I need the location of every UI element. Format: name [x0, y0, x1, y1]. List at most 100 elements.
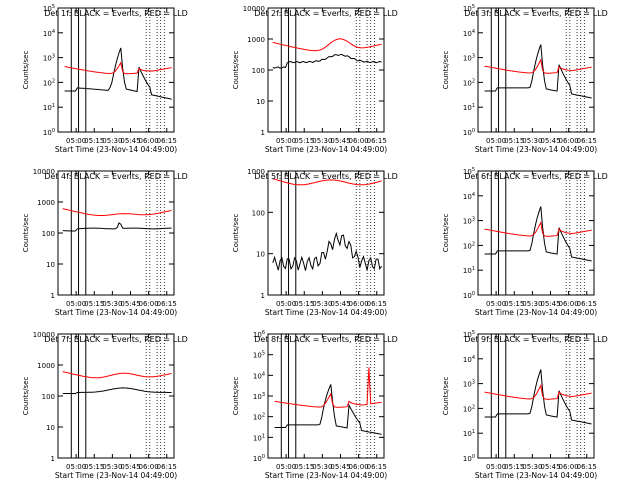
y-tick-label: 103: [253, 392, 265, 401]
x-tick-label: 05:15: [294, 137, 314, 145]
x-tick-label: 06:15: [367, 137, 387, 145]
y-tick-label: 101: [253, 433, 265, 442]
x-tick-label: 06:15: [157, 300, 177, 308]
y-tick-label: 104: [463, 355, 475, 364]
series-events-line: [272, 231, 383, 271]
x-tick-label: 05:45: [330, 300, 350, 308]
series-events-line: [272, 53, 382, 69]
x-axis-label: Start Time (23-Nov-14 04:49:00): [55, 471, 177, 480]
plot-frame: [57, 170, 175, 296]
x-tick-label: 05:45: [120, 137, 140, 145]
x-tick-label: 05:00: [276, 137, 296, 145]
x-tick-label: 05:30: [522, 137, 542, 145]
y-tick-label: 1000: [37, 362, 55, 370]
x-tick-label: 06:15: [367, 300, 387, 308]
x-tick-label: 06:15: [577, 137, 597, 145]
plot-frame: [57, 333, 175, 459]
x-tick-label: 05:00: [66, 300, 86, 308]
y-tick-label: 100: [252, 209, 265, 217]
x-tick-label: 05:45: [330, 137, 350, 145]
x-tick-label: 05:30: [312, 137, 332, 145]
plot-frame: [267, 7, 385, 133]
x-tick-label: 05:00: [276, 300, 296, 308]
x-tick-label: 05:15: [84, 137, 104, 145]
x-tick-label: 05:15: [294, 463, 314, 471]
y-tick-label: 101: [463, 103, 475, 112]
y-tick-label: 101: [463, 429, 475, 438]
y-tick-label: 1: [51, 292, 55, 300]
y-axis-label: Counts/sec: [22, 214, 30, 253]
series-events-line: [484, 206, 592, 262]
x-axis-label: Start Time (23-Nov-14 04:49:00): [475, 471, 597, 480]
x-tick-label: 05:30: [102, 137, 122, 145]
series-events-line: [62, 387, 172, 394]
x-tick-label: 05:15: [504, 300, 524, 308]
y-tick-label: 105: [463, 330, 475, 339]
series-lld-line: [64, 61, 172, 75]
panel-title: Det 7f: BLACK = Events, RED = LLD: [44, 335, 188, 344]
y-tick-label: 100: [253, 454, 265, 463]
y-tick-label: 1: [261, 292, 265, 300]
x-tick-label: 05:45: [330, 463, 350, 471]
x-tick-label: 05:45: [540, 137, 560, 145]
y-axis-label: Counts/sec: [442, 214, 450, 253]
x-tick-label: 05:15: [84, 463, 104, 471]
y-tick-label: 100: [463, 128, 475, 137]
x-tick-label: 05:45: [120, 300, 140, 308]
y-tick-label: 104: [253, 371, 265, 380]
x-axis-label: Start Time (23-Nov-14 04:49:00): [265, 145, 387, 154]
y-axis-label: Counts/sec: [22, 51, 30, 90]
y-tick-label: 105: [463, 4, 475, 13]
x-tick-label: 05:00: [66, 137, 86, 145]
y-tick-label: 104: [463, 29, 475, 38]
y-tick-label: 103: [43, 54, 55, 63]
x-tick-label: 05:00: [486, 137, 506, 145]
x-tick-label: 05:00: [486, 300, 506, 308]
plot-frame: [477, 333, 595, 459]
y-tick-label: 10: [256, 251, 265, 259]
x-tick-label: 05:30: [312, 300, 332, 308]
y-axis-label: Counts/sec: [232, 214, 240, 253]
y-tick-label: 1000: [247, 36, 265, 44]
x-tick-label: 06:00: [349, 463, 369, 471]
plot-frame: [267, 170, 385, 296]
y-tick-label: 103: [463, 54, 475, 63]
panel-title: Det 2f: BLACK = Events, RED = LLD: [254, 9, 398, 18]
x-tick-label: 05:30: [102, 463, 122, 471]
x-tick-label: 05:00: [486, 463, 506, 471]
y-tick-label: 100: [463, 291, 475, 300]
x-axis-label: Start Time (23-Nov-14 04:49:00): [55, 308, 177, 317]
y-tick-label: 100: [463, 454, 475, 463]
x-tick-label: 06:15: [157, 463, 177, 471]
x-tick-label: 05:00: [66, 463, 86, 471]
panel-title: Det 5f: BLACK = Events, RED = LLD: [254, 172, 398, 181]
plot-frame: [477, 7, 595, 133]
y-tick-label: 100: [43, 128, 55, 137]
panel-title: Det 6f: BLACK = Events, RED = LLD: [464, 172, 608, 181]
x-tick-label: 06:00: [349, 300, 369, 308]
x-tick-label: 05:30: [522, 300, 542, 308]
y-axis-label: Counts/sec: [232, 377, 240, 416]
series-lld-line: [62, 371, 172, 379]
y-tick-label: 10: [46, 424, 55, 432]
x-tick-label: 05:00: [276, 463, 296, 471]
x-tick-label: 05:45: [540, 300, 560, 308]
x-tick-label: 06:00: [139, 300, 159, 308]
plot-frame: [267, 333, 385, 459]
y-tick-label: 10000: [243, 5, 265, 13]
x-tick-label: 06:00: [559, 300, 579, 308]
x-tick-label: 06:15: [367, 463, 387, 471]
y-tick-label: 10: [46, 261, 55, 269]
y-tick-label: 103: [463, 217, 475, 226]
y-tick-label: 102: [43, 78, 55, 87]
y-tick-label: 105: [253, 351, 265, 360]
y-tick-label: 1000: [37, 199, 55, 207]
x-tick-label: 06:15: [577, 463, 597, 471]
y-tick-label: 1: [261, 129, 265, 137]
